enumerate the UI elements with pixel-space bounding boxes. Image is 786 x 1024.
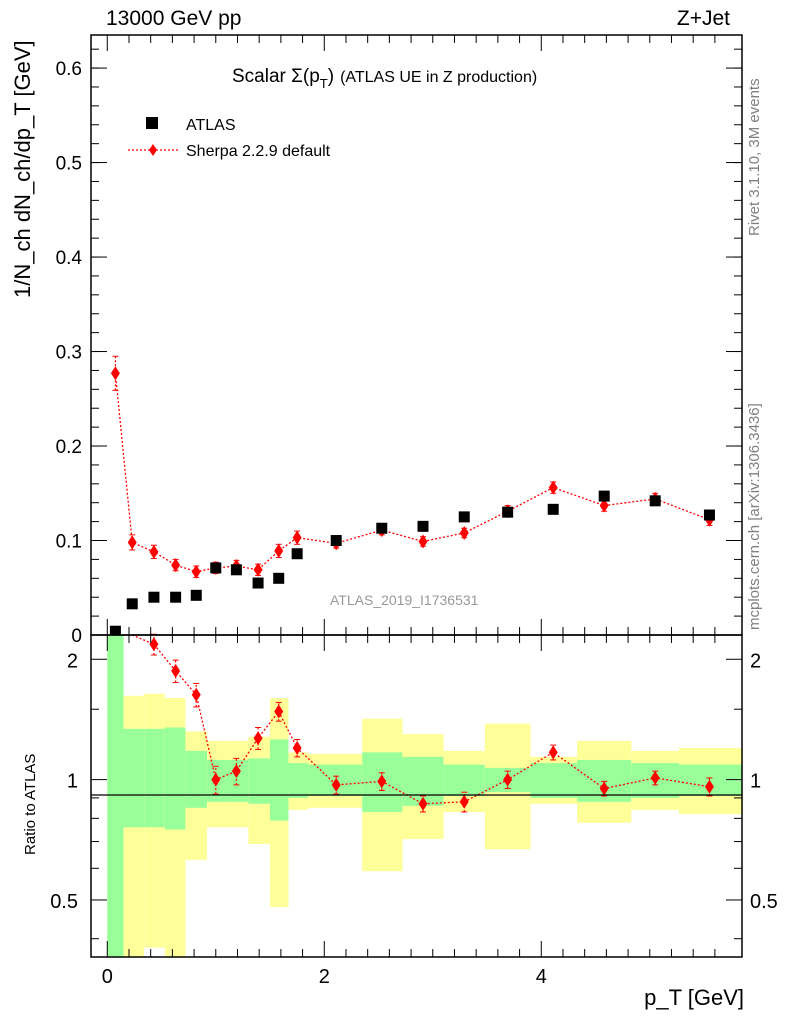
analysis-id-label: ATLAS_2019_I1736531 <box>330 592 479 608</box>
ratio-band-inner <box>248 758 271 804</box>
atlas-point <box>376 522 388 534</box>
main-ytick-label: 0.4 <box>56 248 83 269</box>
atlas-point <box>291 548 303 560</box>
ratio-ytick-label-right: 1 <box>750 771 761 793</box>
atlas-point <box>109 625 121 637</box>
ratio-band-inner <box>185 750 208 808</box>
ratio-xlabel: p_T [GeV] <box>644 985 744 1010</box>
sherpa-point <box>599 498 609 513</box>
sherpa-point <box>110 366 120 381</box>
ratio-band-inner <box>226 759 249 802</box>
main-ytick-label: 0.6 <box>56 59 82 80</box>
sherpa-point <box>171 558 181 573</box>
sherpa-point <box>191 564 201 579</box>
process-label: Z+Jet <box>676 7 730 30</box>
legend-sherpa-marker <box>149 144 157 156</box>
main-ytick-label: 0.3 <box>56 343 82 364</box>
sherpa-point <box>149 544 159 559</box>
ratio-xtick-label: 0 <box>102 966 113 988</box>
legend-sherpa-label: Sherpa 2.2.9 default <box>186 143 331 160</box>
atlas-point <box>417 520 429 532</box>
legend-atlas-marker <box>146 117 158 129</box>
main-ylabel: 1/N_ch dN_ch/dp_T [GeV] <box>10 40 35 298</box>
ratio-band-inner <box>530 763 578 798</box>
plot-title-sub: T <box>320 76 328 91</box>
legend-atlas-label: ATLAS <box>186 117 236 134</box>
sherpa-line <box>114 373 710 573</box>
atlas-point <box>502 506 514 518</box>
sherpa-point <box>459 525 469 540</box>
ratio-band-inner <box>288 763 308 798</box>
atlas-point <box>126 598 138 610</box>
ratio-sherpa-line <box>131 634 710 805</box>
plot-title-symbol: Σ(p <box>291 66 320 87</box>
ratio-sherpa-point <box>704 779 714 794</box>
ratio-sherpa-point <box>274 704 284 719</box>
ratio-sherpa-point <box>331 777 341 792</box>
main-ytick-label: 0.2 <box>56 437 82 458</box>
ratio-sherpa-point <box>650 770 660 785</box>
ratio-sherpa-point <box>377 774 387 789</box>
ratio-sherpa-point <box>149 637 159 652</box>
sherpa-point <box>127 535 137 550</box>
sherpa-point <box>548 480 558 495</box>
ratio-ytick-label: 1 <box>67 771 78 793</box>
ratio-sherpa-point <box>253 731 263 746</box>
ratio-sherpa-point <box>418 796 428 811</box>
ratio-sherpa-point <box>231 764 241 779</box>
main-ytick-label: 0.5 <box>56 154 82 175</box>
ratio-ytick-label-right: 0.5 <box>750 891 778 913</box>
atlas-point <box>148 591 160 603</box>
legend: ATLAS Sherpa 2.2.9 default <box>128 117 331 160</box>
plot-title-detail: (ATLAS UE in Z production) <box>340 69 537 86</box>
rivet-info-label: Rivet 3.1.10, 3M events <box>746 78 763 236</box>
source-info-label: mcplots.cern.ch [arXiv:1306.3436] <box>746 403 763 630</box>
sherpa-point <box>418 534 428 549</box>
atlas-point <box>252 577 264 589</box>
ratio-sherpa-point <box>211 772 221 787</box>
ratio-sherpa-point <box>548 745 558 760</box>
ratio-xtick-label: 2 <box>319 966 330 988</box>
ratio-sherpa-point <box>171 663 181 678</box>
ratio-ytick-label: 2 <box>67 650 78 672</box>
ratio-xtick-label: 4 <box>536 966 547 988</box>
sherpa-point <box>253 562 263 577</box>
ratio-band-inner <box>123 728 145 828</box>
atlas-point <box>598 490 610 502</box>
atlas-point <box>273 572 285 584</box>
main-ytick-label: 0.1 <box>56 532 82 553</box>
ratio-ytick-label: 0.5 <box>50 891 78 913</box>
atlas-point <box>190 589 202 601</box>
atlas-point <box>210 562 222 574</box>
ratio-band-inner <box>164 727 186 830</box>
ratio-sherpa-point <box>292 740 302 755</box>
sherpa-point <box>292 530 302 545</box>
ratio-sherpa-point <box>459 794 469 809</box>
ratio-plot-frame <box>90 634 743 958</box>
ratio-band-inner <box>107 635 124 957</box>
plot-title-close: ) <box>328 66 334 87</box>
ratio-band-inner <box>144 728 165 828</box>
atlas-point <box>170 591 182 603</box>
ratio-ytick-label-right: 2 <box>750 650 761 672</box>
atlas-point <box>330 535 342 547</box>
atlas-point <box>649 495 661 507</box>
plot-title: Scalar Σ(pT) (ATLAS UE in Z production) <box>232 66 537 91</box>
main-ytick-label: 0 <box>71 626 82 647</box>
atlas-point <box>458 511 470 523</box>
ratio-sherpa-point <box>191 687 201 702</box>
plot-title-prefix: Scalar <box>232 66 291 87</box>
atlas-point <box>547 503 559 515</box>
ratio-ylabel: Ratio to ATLAS <box>22 753 39 855</box>
ratio-band-inner <box>270 739 289 821</box>
atlas-point <box>230 564 242 576</box>
ratio-sherpa-point <box>503 772 513 787</box>
sherpa-point <box>274 543 284 558</box>
atlas-point <box>703 509 715 521</box>
ratio-band-inner <box>443 764 485 796</box>
energy-label: 13000 GeV pp <box>106 7 242 30</box>
ratio-sherpa-point <box>599 781 609 796</box>
